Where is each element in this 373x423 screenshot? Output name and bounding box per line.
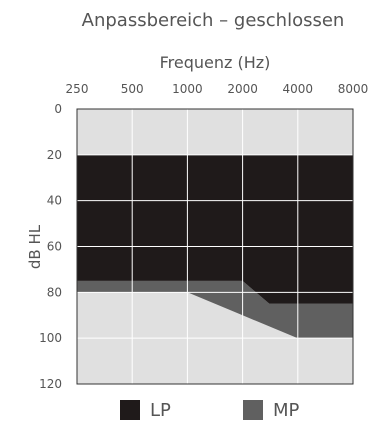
y-tick-label-20: 20 [47, 148, 62, 162]
y-tick-label-40: 40 [47, 194, 62, 208]
legend-item-mp: MP [243, 398, 299, 422]
x-tick-label-1000: 1000 [172, 82, 203, 96]
mp-swatch [243, 400, 263, 420]
y-tick-label-120: 120 [39, 377, 62, 391]
y-tick-label-80: 80 [47, 285, 62, 299]
y-tick-labels: 0 20 40 60 80 100 120 [39, 102, 62, 391]
y-tick-label-60: 60 [47, 240, 62, 254]
x-tick-labels: 250 500 1000 2000 4000 8000 [66, 82, 369, 96]
chart-title: Anpassbereich – geschlossen [82, 10, 345, 31]
y-tick-label-100: 100 [39, 331, 62, 345]
x-axis-label: Frequenz (Hz) [160, 53, 271, 72]
x-tick-label-8000: 8000 [338, 82, 369, 96]
x-tick-label-250: 250 [66, 82, 89, 96]
area-lp [77, 154, 353, 304]
mp-label: MP [273, 399, 300, 421]
x-tick-label-500: 500 [121, 82, 144, 96]
area-layer [77, 154, 353, 339]
lp-label: LP [150, 399, 171, 421]
plot-frame [76, 108, 354, 385]
area-mp [77, 280, 353, 339]
x-tick-label-4000: 4000 [283, 82, 314, 96]
lp-swatch [120, 400, 140, 420]
y-tick-label-0: 0 [54, 102, 62, 116]
legend-item-lp: LP [120, 398, 171, 422]
y-axis-label: dB HL [26, 224, 44, 269]
x-tick-label-2000: 2000 [227, 82, 258, 96]
